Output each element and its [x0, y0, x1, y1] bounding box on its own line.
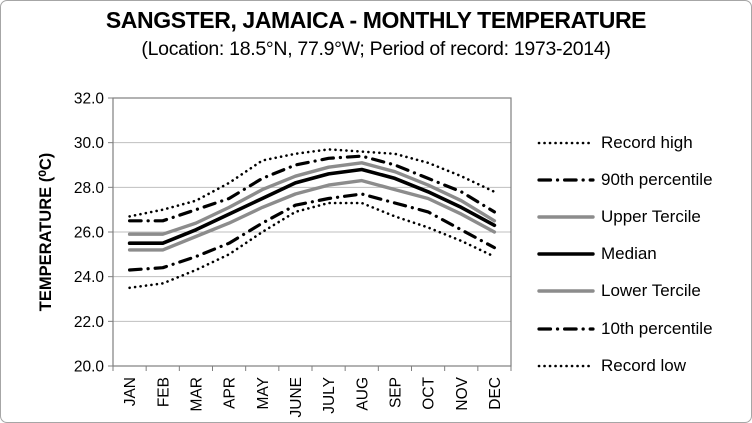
y-axis-title: TEMPERATURE (⁰C) [37, 153, 55, 311]
legend-item: 90th percentile [537, 161, 713, 198]
legend-item: Record low [537, 347, 713, 384]
series-line-median [127, 167, 497, 245]
x-tick-label: MAY [255, 377, 272, 409]
series-line-upper-tercile [127, 161, 497, 236]
y-tick-label: 30.0 [74, 135, 105, 152]
chart-subtitle: (Location: 18.5°N, 77.9°W; Period of rec… [141, 38, 611, 60]
x-tick-label: AUG [354, 377, 371, 411]
series-line-90th-percentile [128, 154, 496, 223]
legend-label: Lower Tercile [601, 281, 701, 301]
legend-line-sample [537, 364, 595, 368]
x-tick-label: JAN [122, 377, 139, 406]
x-tick-label: SEP [387, 377, 404, 408]
legend-label: 90th percentile [601, 169, 713, 189]
legend-line-sample [537, 326, 595, 331]
legend-line-sample [537, 215, 595, 219]
legend: Record high 90th percentile Upper Tercile M… [537, 124, 713, 384]
x-tick-label: NOV [454, 376, 471, 410]
series-line-record-low [128, 201, 496, 290]
series-line-record-high [128, 148, 496, 218]
x-tick-label: MAR [188, 377, 205, 411]
series-line-lower-tercile [127, 178, 497, 252]
legend-item: Median [537, 236, 713, 273]
legend-line-sample [537, 289, 595, 294]
legend-label: Record low [601, 355, 687, 375]
legend-item: Record high [537, 124, 713, 161]
y-tick-label: 20.0 [74, 359, 105, 376]
legend-line-sample [537, 178, 595, 182]
y-tick-label: 24.0 [74, 269, 105, 286]
x-tick-label: APR [222, 377, 239, 409]
y-tick-label: 22.0 [74, 314, 105, 331]
x-tick-label: FEB [155, 377, 172, 407]
x-tick-label: JUNE [288, 377, 305, 417]
legend-item: 10th percentile [537, 310, 713, 347]
legend-line-sample [537, 252, 595, 256]
y-tick-label: 32.0 [74, 91, 105, 108]
x-tick-label: OCT [421, 376, 438, 409]
x-tick-label: JULY [321, 377, 338, 414]
series-line-10th-percentile [128, 192, 496, 272]
chart-title: SANGSTER, JAMAICA - MONTHLY TEMPERATURE [105, 7, 647, 33]
legend-line-sample [537, 141, 595, 144]
legend-item: Lower Tercile [537, 273, 713, 310]
y-tick-label: 28.0 [74, 180, 105, 197]
legend-item: Upper Tercile [537, 198, 713, 235]
legend-label: Upper Tercile [601, 206, 701, 226]
y-tick-label: 26.0 [74, 225, 105, 242]
legend-label: Record high [601, 132, 693, 152]
x-tick-label: DEC [487, 377, 504, 410]
legend-label: 10th percentile [601, 318, 713, 338]
legend-label: Median [601, 244, 657, 264]
plot-border [112, 97, 512, 367]
